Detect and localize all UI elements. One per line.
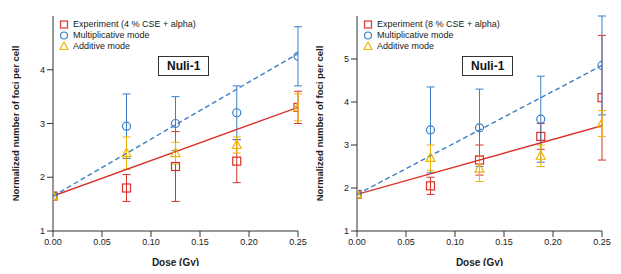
svg-text:3: 3 — [344, 140, 349, 150]
html-text:Nuli-1: Nuli-1 — [167, 59, 201, 73]
svg-text:Dose (Gy): Dose (Gy) — [456, 257, 503, 266]
svg-text:0.20: 0.20 — [544, 237, 562, 247]
html-text:Experiment (8 % CSE + alpha): Experiment (8 % CSE + alpha) — [377, 19, 500, 29]
svg-text:Normalized number of foci per: Normalized number of foci per cell — [314, 46, 325, 202]
html-text:Nuli-1: Nuli-1 — [471, 59, 505, 73]
svg-text:3: 3 — [40, 119, 45, 129]
html-text:Experiment (4 % CSE + alpha): Experiment (4 % CSE + alpha) — [73, 19, 196, 29]
svg-text:Normalized number of foci per: Normalized number of foci per cell — [10, 46, 21, 202]
svg-text:2: 2 — [344, 183, 349, 193]
svg-text:1: 1 — [344, 226, 349, 236]
html-text:Additive mode: Additive mode — [377, 41, 434, 51]
html-text:Multiplicative mode: Multiplicative mode — [73, 30, 150, 40]
svg-text:0.10: 0.10 — [142, 237, 160, 247]
svg-text:4: 4 — [344, 97, 349, 107]
svg-text:5: 5 — [344, 54, 349, 64]
svg-text:0.10: 0.10 — [446, 237, 464, 247]
html-text:Additive mode: Additive mode — [73, 41, 130, 51]
svg-text:0.05: 0.05 — [397, 237, 415, 247]
svg-text:0.00: 0.00 — [348, 237, 366, 247]
svg-text:2: 2 — [40, 172, 45, 182]
html-text:Multiplicative mode: Multiplicative mode — [377, 30, 454, 40]
svg-text:0.15: 0.15 — [191, 237, 209, 247]
svg-text:0.25: 0.25 — [289, 237, 307, 247]
svg-text:0.15: 0.15 — [495, 237, 513, 247]
svg-text:0.20: 0.20 — [240, 237, 258, 247]
svg-text:0.25: 0.25 — [593, 237, 611, 247]
svg-text:1: 1 — [40, 226, 45, 236]
svg-text:4: 4 — [40, 65, 45, 75]
svg-text:0.05: 0.05 — [93, 237, 111, 247]
svg-text:Dose (Gy): Dose (Gy) — [152, 257, 199, 266]
svg-text:0.00: 0.00 — [44, 237, 62, 247]
